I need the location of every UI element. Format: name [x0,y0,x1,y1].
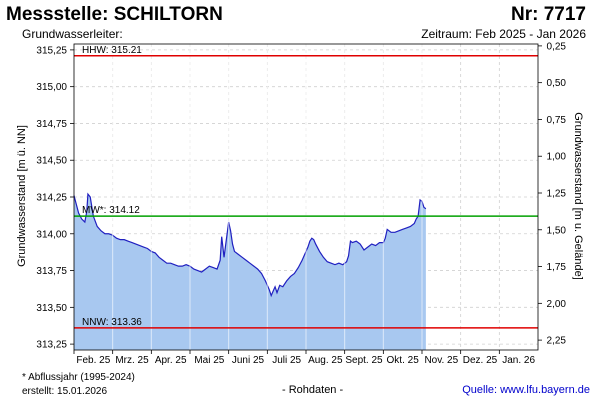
left-tick-label: 314,25 [36,193,67,204]
x-tick-label: Aug. 25 [308,355,343,366]
x-tick-label: Feb. 25 [76,355,110,366]
station-number: Nr: 7717 [511,4,586,25]
left-y-ticks: 315,25 315,00 314,75 314,50 314,25 314,00 313,… [36,45,74,351]
right-y-ticks: 0,25 0,50 0,75 1,00 1,25 1,50 1,75 2,00 2,25 [538,41,567,347]
source-link[interactable]: Quelle: www.lfu.bayern.de [462,384,590,396]
right-tick-label: 2,00 [547,299,567,310]
x-tick-label: Juli 25 [272,355,301,366]
created-date: erstellt: 15.01.2026 [22,386,108,397]
raw-data-note: - Rohdaten - [282,384,344,396]
page-title: Messstelle: SCHILTORN [6,4,223,25]
period-label: Zeitraum: Feb 2025 - Jan 2026 [421,27,586,41]
aquifer-label: Grundwasserleiter: [22,27,123,41]
y-axis-label-right: Grundwasserstand [m u. Gelände] [572,112,584,280]
left-tick-label: 315,25 [36,45,67,56]
right-tick-label: 1,50 [547,225,567,236]
x-tick-label: Mai 25 [194,355,224,366]
left-tick-label: 314,50 [36,156,67,167]
left-tick-label: 314,75 [36,119,67,130]
y-axis-label-left: Grundwasserstand [m ü. NN] [16,125,28,267]
x-tick-label: Juni 25 [232,355,265,366]
x-tick-label: Nov. 25 [424,355,458,366]
x-ticks: Feb. 25 Mrz. 25 Apr. 25 Mai 25 Juni 25 Juli 2… [73,350,536,366]
series-line [73,192,427,298]
right-tick-label: 1,00 [547,152,567,163]
right-tick-label: 0,25 [547,41,567,52]
right-tick-label: 0,50 [547,78,567,89]
left-tick-label: 313,75 [36,266,67,277]
x-tick-label: Dez. 25 [463,355,498,366]
x-tick-label: Apr. 25 [155,355,187,366]
x-tick-label: Mrz. 25 [115,355,149,366]
x-tick-label: Sept. 25 [345,355,383,366]
series-area [74,194,426,350]
right-tick-label: 1,75 [547,262,567,273]
left-tick-label: 314,00 [36,229,67,240]
x-tick-label: Jan. 26 [502,355,535,366]
reference-label: MW*: 314.12 [82,205,140,216]
reference-label: NNW: 313.36 [82,317,142,328]
footnote: * Abflussjahr (1995-2024) [22,372,135,383]
left-tick-label: 315,00 [36,82,67,93]
right-tick-label: 1,25 [547,189,567,200]
right-tick-label: 0,75 [547,115,567,126]
right-tick-label: 2,25 [547,336,567,347]
left-tick-label: 313,50 [36,303,67,314]
reference-label: HHW: 315.21 [82,45,142,56]
reference-lines: HHW: 315.21 MW*: 314.12 NNW: 313.36 [74,45,538,329]
x-tick-label: Okt. 25 [387,355,420,366]
left-tick-label: 313,25 [36,340,67,351]
